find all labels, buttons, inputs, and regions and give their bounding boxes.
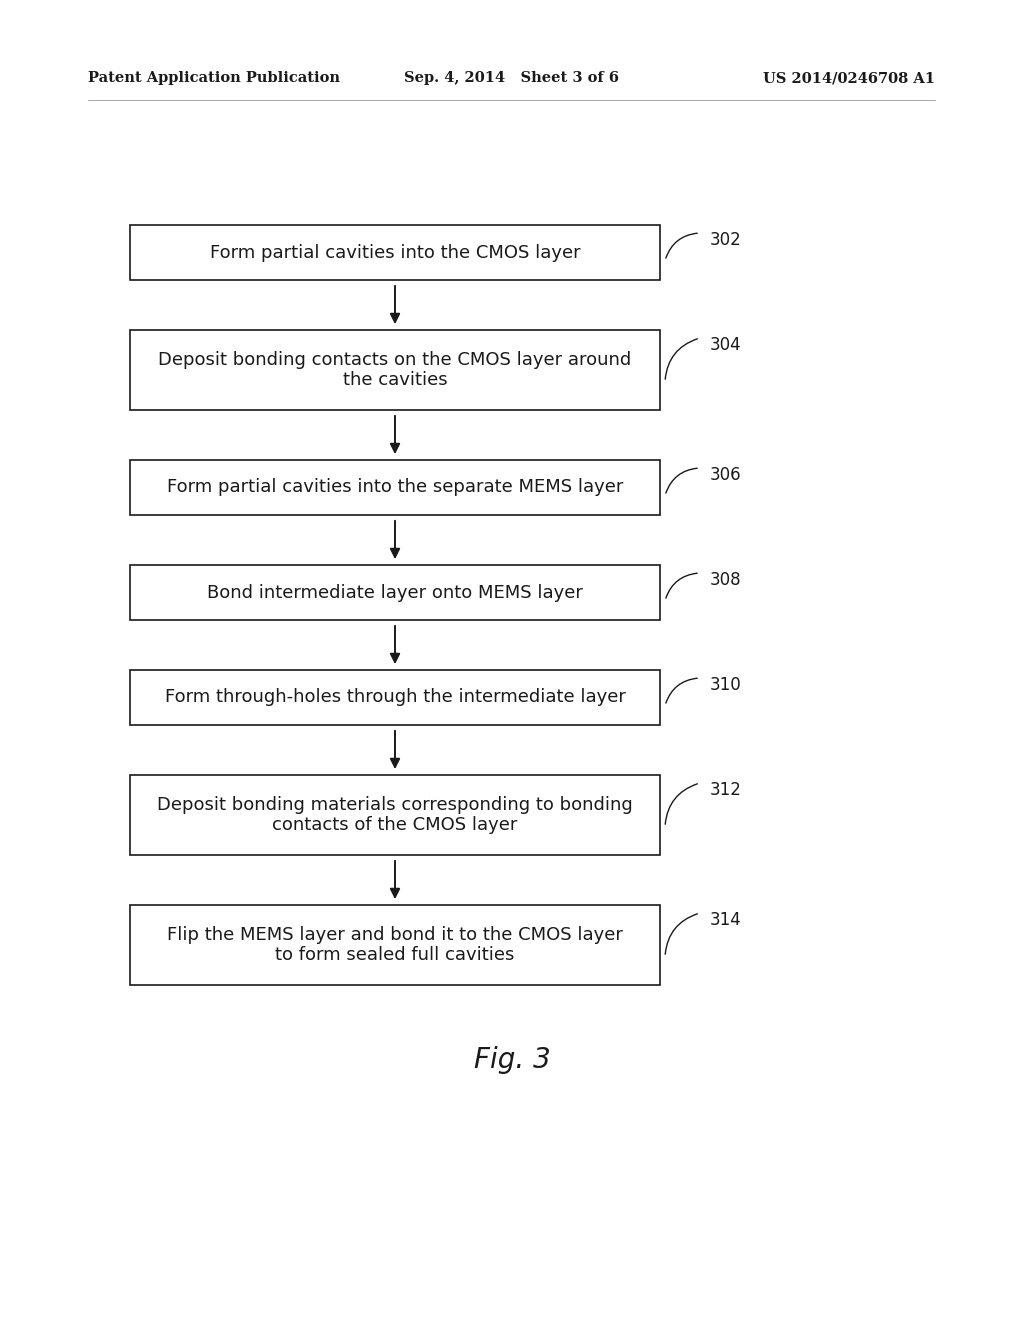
Text: Bond intermediate layer onto MEMS layer: Bond intermediate layer onto MEMS layer <box>207 583 583 602</box>
Bar <box>130 565 660 620</box>
Text: Patent Application Publication: Patent Application Publication <box>88 71 340 84</box>
Bar <box>130 671 660 725</box>
Text: 306: 306 <box>710 466 741 484</box>
Text: Form through-holes through the intermediate layer: Form through-holes through the intermedi… <box>165 689 626 706</box>
Text: 304: 304 <box>710 337 741 354</box>
Text: Deposit bonding materials corresponding to bonding
contacts of the CMOS layer: Deposit bonding materials corresponding … <box>157 796 633 834</box>
Bar <box>130 459 660 515</box>
Bar <box>130 775 660 855</box>
Text: Form partial cavities into the CMOS layer: Form partial cavities into the CMOS laye… <box>210 243 581 261</box>
Text: 308: 308 <box>710 572 741 589</box>
Text: US 2014/0246708 A1: US 2014/0246708 A1 <box>763 71 935 84</box>
Text: 302: 302 <box>710 231 741 249</box>
Bar <box>130 224 660 280</box>
Text: 314: 314 <box>710 911 741 929</box>
Text: Form partial cavities into the separate MEMS layer: Form partial cavities into the separate … <box>167 479 624 496</box>
Bar <box>130 906 660 985</box>
Text: 312: 312 <box>710 781 741 799</box>
Text: 310: 310 <box>710 676 741 694</box>
Text: Deposit bonding contacts on the CMOS layer around
the cavities: Deposit bonding contacts on the CMOS lay… <box>159 351 632 389</box>
Text: Fig. 3: Fig. 3 <box>474 1045 550 1074</box>
Text: Sep. 4, 2014   Sheet 3 of 6: Sep. 4, 2014 Sheet 3 of 6 <box>404 71 620 84</box>
Bar <box>130 330 660 411</box>
Text: Flip the MEMS layer and bond it to the CMOS layer
to form sealed full cavities: Flip the MEMS layer and bond it to the C… <box>167 925 623 965</box>
